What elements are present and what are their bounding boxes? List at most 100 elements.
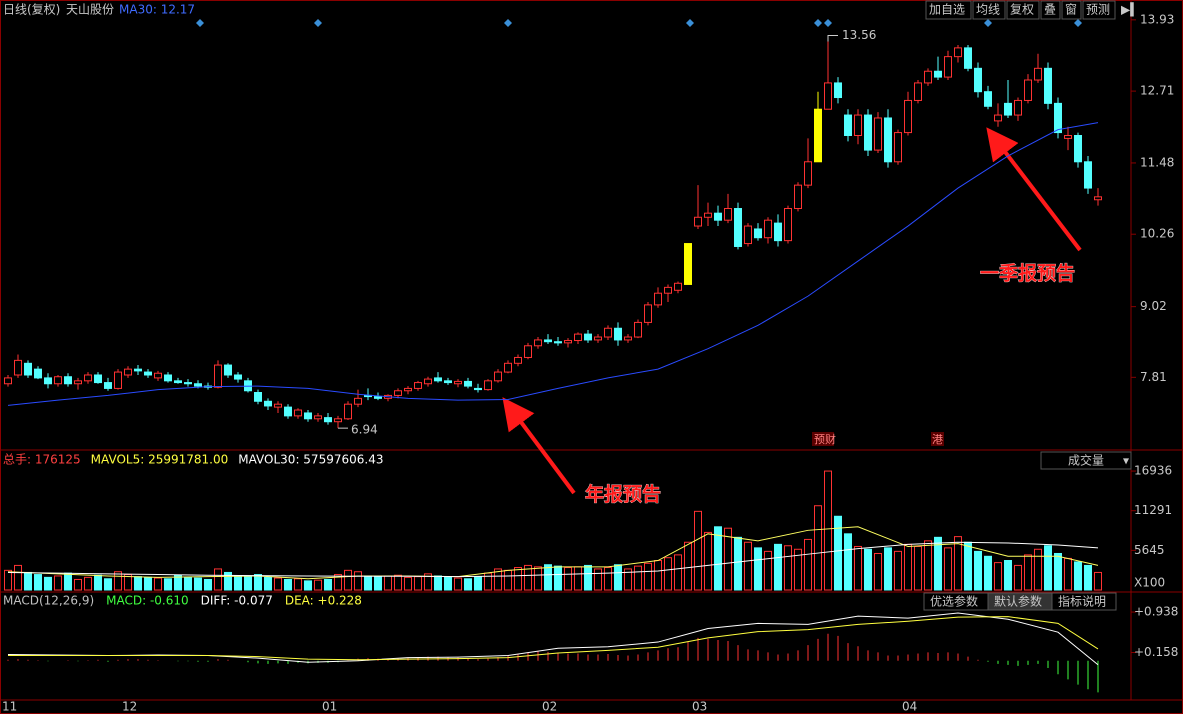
tab-bg[interactable] (1051, 592, 1117, 611)
candle-body (394, 390, 402, 396)
low-label: 6.94 (351, 423, 378, 437)
candle-body (524, 345, 532, 358)
toolbar-button[interactable]: 叠 (1044, 3, 1056, 17)
volume-bar (834, 515, 842, 591)
selector-box[interactable] (1040, 451, 1132, 470)
volume-bar (804, 538, 812, 591)
x-tick-label: 11 (2, 700, 17, 714)
volume-bar (234, 575, 242, 591)
candle-body (814, 108, 822, 163)
candle-body (124, 368, 132, 376)
toolbar-button[interactable]: 加自选 (929, 3, 965, 17)
x-tick-label: 12 (122, 700, 137, 714)
indicator-header: MACD: -0.610 (106, 594, 189, 608)
badge: 港 (932, 433, 943, 446)
volume-bar (614, 564, 622, 591)
volume-bar (524, 564, 532, 591)
candle-body (1014, 99, 1022, 116)
volume-bar (774, 543, 782, 591)
candle-body (784, 208, 792, 242)
candle-body (464, 380, 472, 387)
candle-body (324, 417, 332, 423)
y-tick-label: 7.81 (1140, 370, 1167, 384)
toolbar-button[interactable]: 窗 (1065, 3, 1077, 17)
indicator-selector[interactable]: 成交量 (1068, 453, 1104, 468)
arrow (502, 397, 576, 495)
volume-bar (464, 578, 472, 591)
volume-bar (354, 571, 362, 591)
y-tick-label: 10.26 (1140, 227, 1174, 241)
candle-body (274, 403, 282, 408)
candle-body (1094, 196, 1102, 201)
toolbar-button[interactable]: 均线 (976, 3, 1000, 17)
candle-body (344, 403, 352, 420)
volume-bar (584, 564, 592, 591)
tab[interactable]: 优选参数 (930, 594, 978, 609)
candle-body (84, 374, 92, 382)
volume-bar (794, 548, 802, 591)
candle-body (184, 382, 192, 385)
candle-body (744, 225, 752, 245)
volume-bar (764, 550, 772, 591)
candle-body (64, 376, 72, 385)
y-tick-label: 13.93 (1140, 12, 1174, 26)
badge: 预财 (814, 432, 836, 446)
candle-body (754, 228, 762, 239)
indicator-header: MACD(12,26,9) (3, 594, 94, 608)
indicator-header: MAVOL5: 25991781.00 (91, 453, 229, 467)
toolbar-button-bg[interactable] (1061, 0, 1082, 20)
volume-bar (334, 574, 342, 591)
candle-body (1084, 161, 1092, 189)
volume-bar (1044, 545, 1052, 591)
candle-body (1064, 134, 1072, 139)
candle-body (584, 333, 592, 341)
volume-bar (264, 576, 272, 591)
tab[interactable]: 指标说明 (1058, 594, 1106, 609)
toolbar-button-bg[interactable] (1082, 0, 1116, 20)
candle-body (534, 339, 542, 347)
toolbar-button[interactable]: 预测 (1086, 3, 1110, 17)
toolbar-button-bg[interactable] (972, 0, 1006, 20)
volume-bar (934, 536, 942, 591)
volume-bar (594, 568, 602, 591)
volume-bar (314, 579, 322, 591)
candle-body (434, 377, 442, 382)
toolbar-button-bg[interactable] (1040, 0, 1061, 20)
volume-bar (514, 567, 522, 591)
volume-bar (664, 557, 672, 591)
volume-bar (294, 578, 302, 591)
volume-bar (384, 575, 392, 591)
candle-body (654, 292, 662, 306)
toolbar-button[interactable]: 复权 (1010, 3, 1034, 17)
toolbar-button-bg[interactable] (925, 0, 972, 20)
volume-bar (684, 541, 692, 591)
dropdown-icon[interactable]: ▾ (1123, 454, 1129, 468)
candle-body (104, 382, 112, 389)
x-tick-label: 04 (902, 700, 917, 714)
candle-body (634, 321, 642, 338)
candle-body (264, 400, 272, 407)
y-tick-label: +0.938 (1134, 605, 1178, 619)
candle-body (504, 362, 512, 373)
volume-bar (204, 578, 212, 591)
y-tick-label: 9.02 (1140, 299, 1167, 313)
candle-body (444, 380, 452, 384)
candle-body (54, 376, 62, 385)
candle-body (514, 356, 522, 364)
candle-body (774, 222, 782, 242)
volume-bar (474, 576, 482, 591)
nav-icon[interactable]: ▶▍ (1121, 2, 1139, 17)
candle-body (404, 387, 412, 392)
volume-bar (924, 540, 932, 591)
volume-bar (874, 552, 882, 591)
volume-bar (44, 576, 52, 591)
volume-bar (624, 568, 632, 591)
tab[interactable]: 默认参数 (994, 594, 1042, 609)
toolbar-button-bg[interactable] (1006, 0, 1040, 20)
candle-body (164, 374, 172, 382)
indicator-header: DEA: +0.228 (285, 594, 362, 608)
volume-bar (894, 550, 902, 591)
annotation: 年报预告 (585, 483, 661, 506)
candle-body (454, 380, 462, 385)
candle-body (224, 364, 232, 376)
